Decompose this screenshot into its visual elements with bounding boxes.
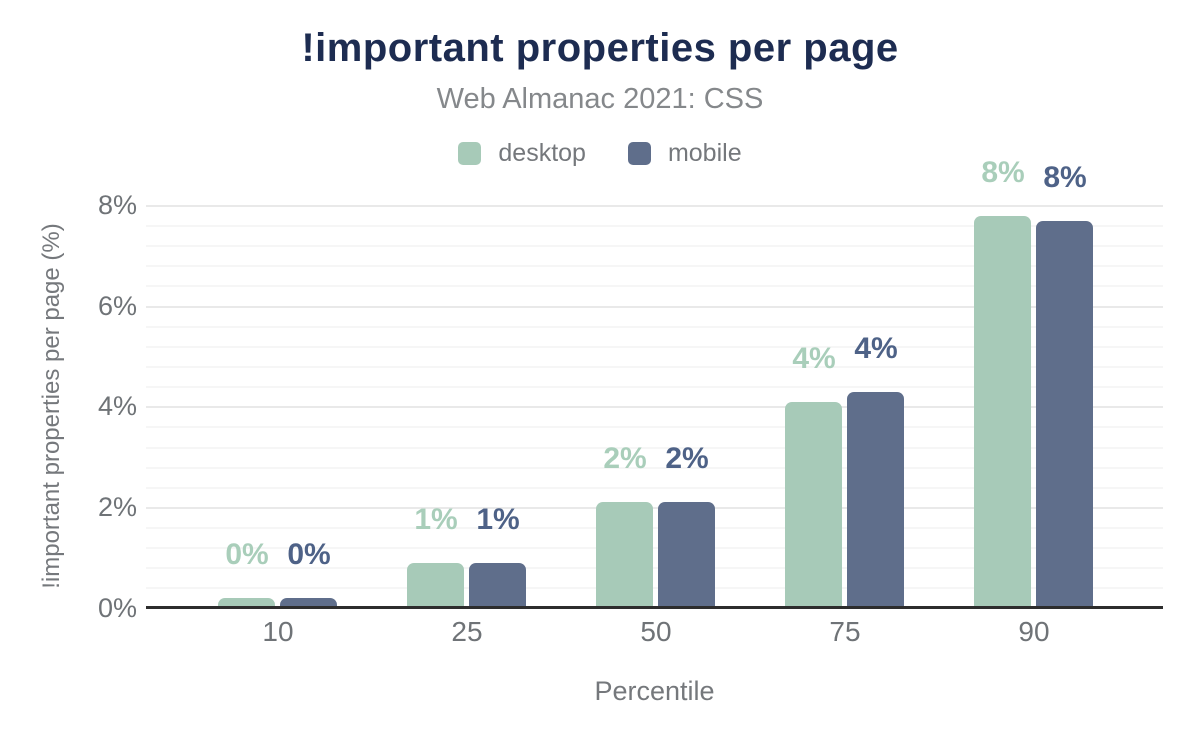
x-axis-line (146, 606, 1163, 609)
x-tick-label: 25 (451, 616, 483, 647)
value-label-desktop-p25: 1% (414, 503, 458, 536)
bar-mobile-p50[interactable] (658, 502, 715, 608)
bar-desktop-p75[interactable] (785, 402, 842, 608)
gridline-minor (146, 346, 1163, 348)
y-tick-label: 6% (97, 291, 137, 321)
legend-item-desktop: desktop (458, 138, 586, 167)
gridline-minor (146, 265, 1163, 267)
gridline-minor (146, 567, 1163, 569)
x-tick-label: 50 (640, 616, 672, 647)
gridline-minor (146, 587, 1163, 589)
bar-desktop-p10[interactable] (218, 598, 275, 608)
gridline-major (146, 406, 1163, 408)
gridline-minor (146, 426, 1163, 428)
x-axis-title: Percentile (594, 676, 715, 706)
y-tick-label: 4% (97, 391, 137, 421)
gridline-minor (146, 285, 1163, 287)
x-tick-label: 10 (262, 616, 294, 647)
gridline-minor (146, 245, 1163, 247)
value-label-desktop-p90: 8% (981, 156, 1025, 189)
gridline-minor (146, 386, 1163, 388)
value-label-mobile-p90: 8% (1043, 161, 1087, 194)
bar-mobile-p25[interactable] (469, 563, 526, 608)
gridline-minor (146, 547, 1163, 549)
bar-mobile-p10[interactable] (280, 598, 337, 608)
legend-label-mobile: mobile (667, 138, 742, 167)
bar-mobile-p75[interactable] (847, 392, 904, 608)
value-label-mobile-p10: 0% (287, 538, 331, 571)
gridline-minor (146, 366, 1163, 368)
chart-subtitle: Web Almanac 2021: CSS (436, 83, 764, 115)
y-tick-label: 0% (97, 593, 137, 623)
y-tick-label: 8% (97, 190, 137, 220)
legend-item-mobile: mobile (627, 138, 742, 167)
gridline-minor (146, 225, 1163, 227)
gridline-minor (146, 487, 1163, 489)
legend-swatch-mobile (627, 141, 651, 165)
bar-desktop-p50[interactable] (596, 502, 653, 608)
value-label-mobile-p75: 4% (854, 332, 898, 365)
x-tick-label: 90 (1018, 616, 1050, 647)
bar-desktop-p90[interactable] (974, 216, 1031, 608)
bar-mobile-p90[interactable] (1036, 221, 1093, 608)
bar-desktop-p25[interactable] (407, 563, 464, 608)
value-label-desktop-p75: 4% (792, 342, 836, 375)
legend-label-desktop: desktop (498, 138, 586, 167)
value-label-desktop-p10: 0% (225, 538, 269, 571)
gridline-major (146, 205, 1163, 207)
y-tick-label: 2% (97, 492, 137, 522)
value-label-mobile-p25: 1% (476, 503, 520, 536)
gridline-major (146, 507, 1163, 509)
value-label-mobile-p50: 2% (665, 442, 709, 475)
value-label-desktop-p50: 2% (603, 442, 647, 475)
chart-title: !important properties per page (301, 26, 899, 70)
gridline-minor (146, 467, 1163, 469)
legend-swatch-desktop (458, 141, 482, 165)
gridline-minor (146, 447, 1163, 449)
x-tick-label: 75 (829, 616, 861, 647)
gridline-major (146, 306, 1163, 308)
gridline-minor (146, 527, 1163, 529)
legend: desktop mobile (0, 139, 1200, 167)
gridline-minor (146, 326, 1163, 328)
